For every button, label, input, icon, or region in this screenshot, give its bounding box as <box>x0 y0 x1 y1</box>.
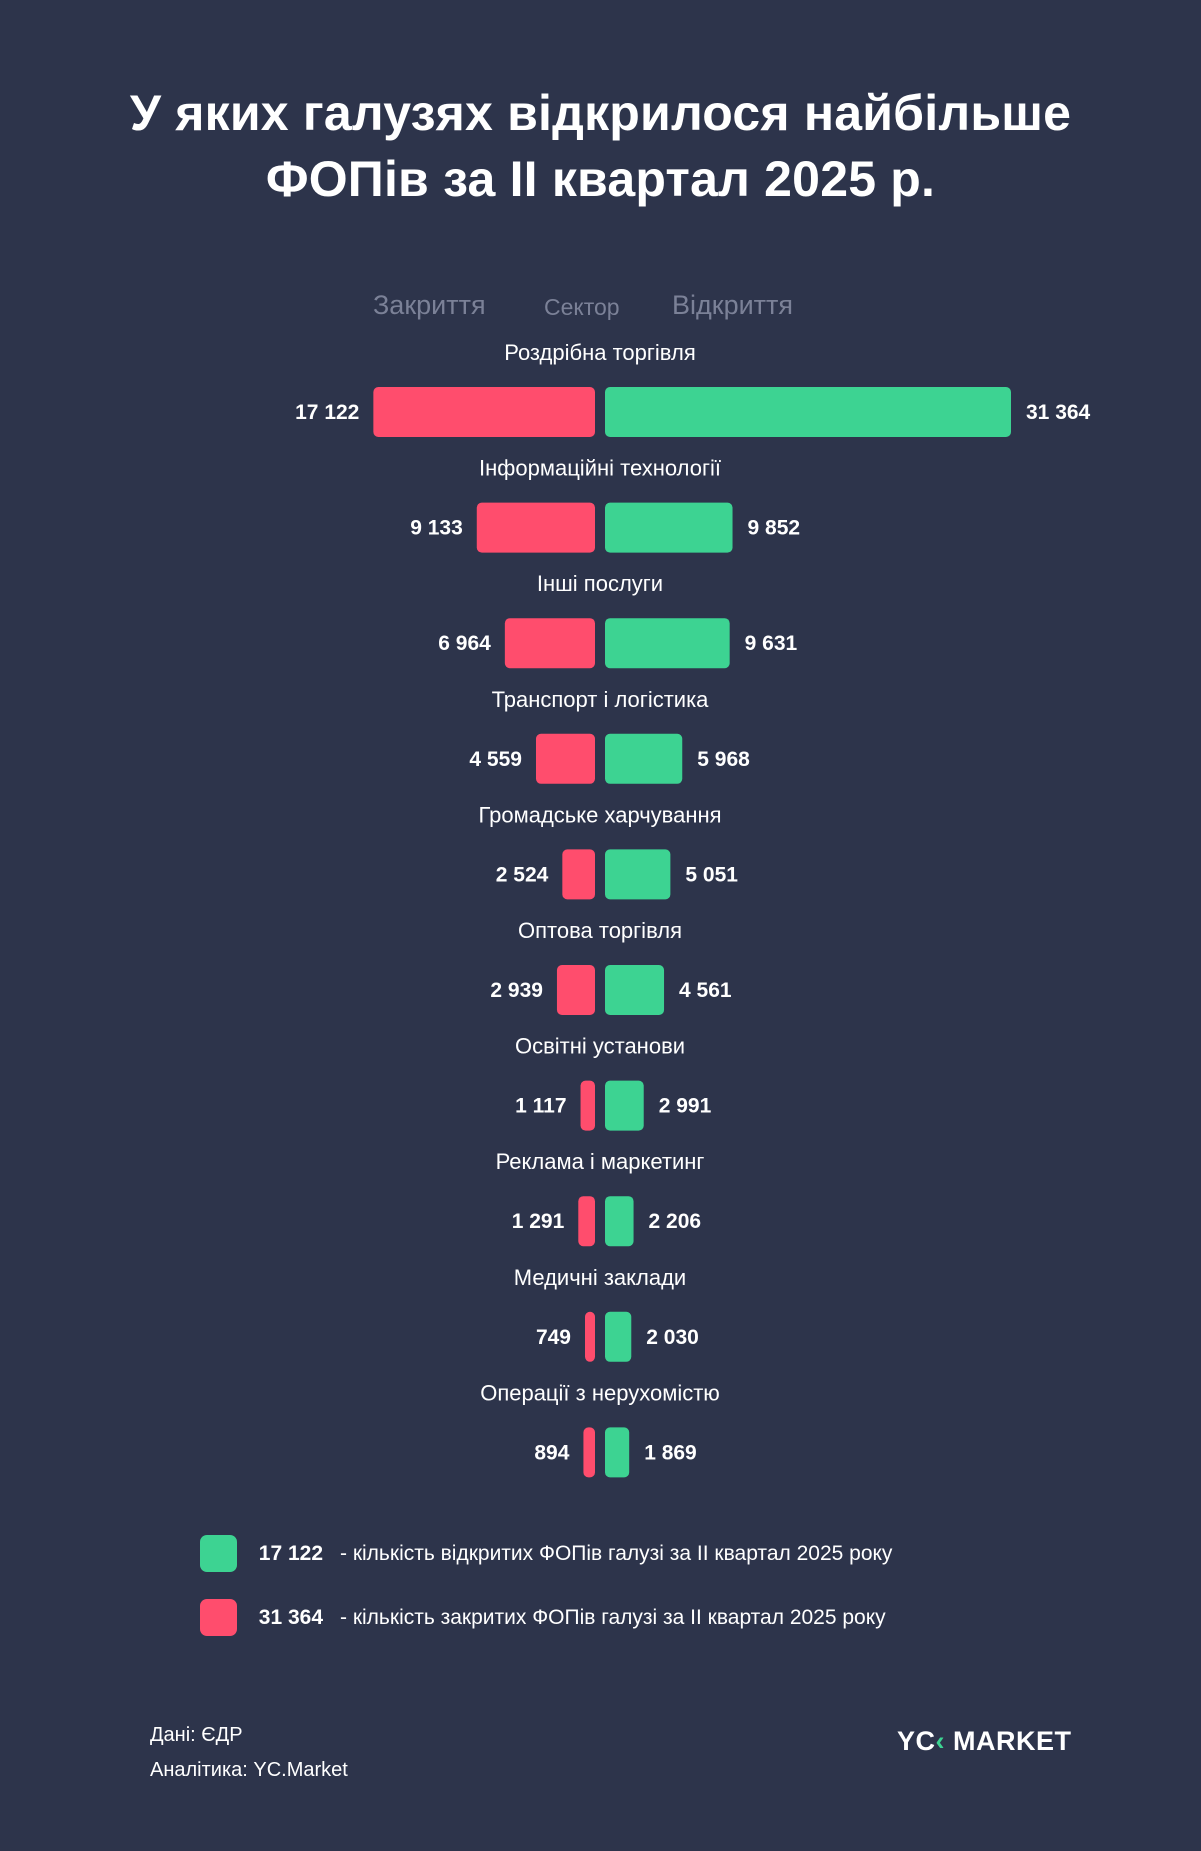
category-label: Інші послуги <box>537 571 663 596</box>
bar-opened <box>605 1427 630 1478</box>
bar-closed <box>583 1427 595 1478</box>
logo-mark-icon: ‹ <box>935 1726 946 1756</box>
data-source: Дані: ЄДР <box>150 1724 243 1746</box>
value-label-opened: 5 968 <box>697 748 750 771</box>
bar-closed <box>580 1080 595 1131</box>
bar-closed <box>535 733 595 784</box>
analytics-credit: Аналітика: YC.Market <box>150 1759 348 1781</box>
category-label: Оптова торгівля <box>518 918 682 943</box>
value-label-closed: 749 <box>536 1326 571 1349</box>
category-label: Медичні заклади <box>514 1265 686 1290</box>
value-label-closed: 6 964 <box>438 632 491 655</box>
value-label-opened: 2 030 <box>646 1326 699 1349</box>
legend-closed-text: - кількість закритих ФОПів галузі за ІІ … <box>340 1606 886 1629</box>
bar-closed <box>585 1311 595 1362</box>
bar-opened <box>605 1311 632 1362</box>
legend-closed-value: 31 364 <box>258 1606 323 1629</box>
value-label-closed: 894 <box>534 1441 569 1464</box>
source-note: Дані: ЄДР Аналітика: YC.Market <box>150 1718 348 1788</box>
legend-opened-swatch <box>200 1535 237 1572</box>
value-label-closed: 4 559 <box>469 748 522 771</box>
category-label: Реклама і маркетинг <box>496 1149 705 1174</box>
value-label-opened: 2 206 <box>649 1210 702 1233</box>
value-label-closed: 2 939 <box>490 979 543 1002</box>
logo-market: MARKET <box>945 1726 1072 1756</box>
value-label-opened: 1 869 <box>644 1441 697 1464</box>
bar-opened <box>605 733 683 784</box>
category-label: Операції з нерухомістю <box>480 1380 720 1405</box>
value-label-closed: 17 122 <box>295 401 359 424</box>
bar-closed <box>578 1196 595 1247</box>
bar-closed <box>562 849 595 900</box>
title-line-1: У яких галузях відкрилося найбільше <box>129 85 1072 141</box>
value-label-opened: 9 852 <box>748 517 801 540</box>
legend-closed-swatch <box>200 1599 237 1636</box>
bar-opened <box>605 965 665 1015</box>
value-label-opened: 9 631 <box>745 632 798 655</box>
bar-closed <box>504 618 595 669</box>
value-label-opened: 4 561 <box>679 979 732 1002</box>
bar-closed <box>373 387 595 437</box>
bar-opened <box>605 618 730 669</box>
bar-closed <box>476 502 595 553</box>
value-label-closed: 1 117 <box>515 1095 566 1118</box>
category-label: Освітні установи <box>515 1034 685 1059</box>
bar-opened <box>605 387 1011 437</box>
value-label-closed: 9 133 <box>410 517 463 540</box>
header-opened: Відкриття <box>672 290 794 320</box>
bar-opened <box>605 1080 644 1131</box>
yc-market-logo: YC‹ MARKET <box>897 1726 1072 1757</box>
value-label-opened: 2 991 <box>659 1095 712 1118</box>
page-title: У яких галузях відкрилося найбільше ФОПі… <box>0 80 1201 212</box>
value-label-opened: 31 364 <box>1026 401 1091 424</box>
value-label-closed: 1 291 <box>512 1210 565 1233</box>
bar-opened <box>605 502 733 553</box>
value-label-opened: 5 051 <box>685 863 738 886</box>
header-closed: Закриття <box>373 290 486 320</box>
bar-closed <box>556 965 595 1015</box>
logo-yc: YC <box>897 1726 936 1756</box>
header-sector: Сектор <box>544 294 620 320</box>
legend-opened-text: - кількість відкритих ФОПів галузі за ІІ… <box>340 1542 893 1565</box>
legend-opened-value: 17 122 <box>258 1542 323 1565</box>
category-label: Роздрібна торгівля <box>504 340 696 365</box>
bar-opened <box>605 1196 634 1247</box>
value-label-closed: 2 524 <box>496 863 549 886</box>
category-label: Інформаційні технології <box>479 456 721 481</box>
bar-opened <box>605 849 671 900</box>
category-label: Громадське харчування <box>478 802 721 827</box>
title-line-2: ФОПів за ІІ квартал 2025 р. <box>265 151 936 207</box>
category-label: Транспорт і логістика <box>492 687 710 712</box>
